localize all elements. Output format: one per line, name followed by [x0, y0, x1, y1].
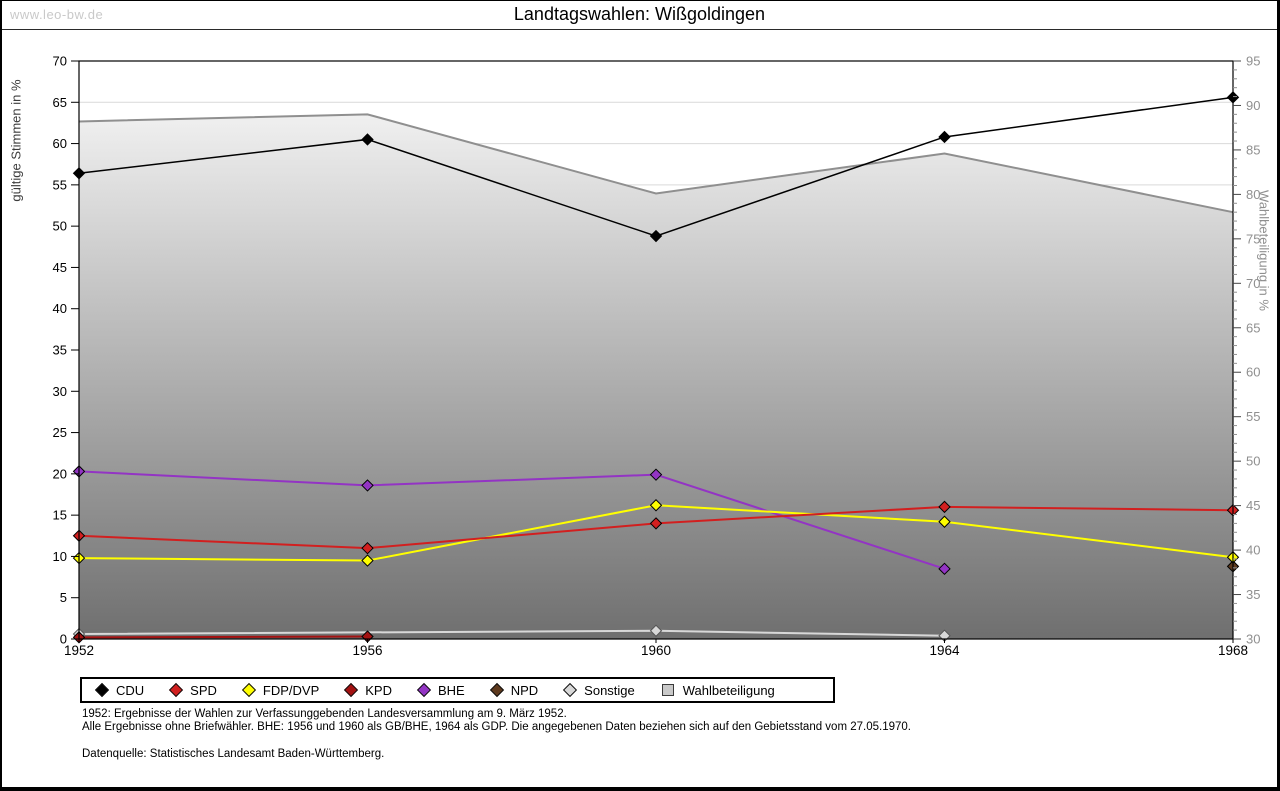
- legend-item-kpd: KPD: [344, 682, 392, 698]
- right-tick-label: 30: [1246, 632, 1260, 647]
- marker-SPD: [361, 541, 374, 555]
- marker-FDP/DVP: [361, 554, 374, 567]
- left-tick-label: 45: [53, 260, 67, 275]
- left-tick-label: 5: [60, 590, 67, 605]
- x-tick-label: 1960: [641, 643, 671, 658]
- series-outline-Wahlbeteiligung: [78, 113, 1234, 214]
- marker-FDP/DVP: [649, 499, 663, 512]
- legend-label: NPD: [510, 682, 539, 698]
- left-tick-label: 10: [53, 549, 67, 564]
- legend: CDU SPD FDP/DVP KPD BHE NPD Sonstige Wahlbeteil…: [80, 677, 835, 703]
- left-axis-title: gültige Stimmen in %: [8, 79, 24, 202]
- left-tick-label: 60: [53, 136, 67, 151]
- left-tick-label: 30: [53, 384, 67, 399]
- right-tick-label: 45: [1246, 498, 1260, 513]
- right-tick-label: 40: [1246, 543, 1260, 558]
- diamond-marker-icon: [169, 682, 184, 698]
- right-tick-label: 60: [1246, 365, 1260, 380]
- left-tick-label: 70: [53, 54, 67, 69]
- left-tick-label: 40: [53, 301, 67, 316]
- left-tick-label: 0: [60, 632, 67, 647]
- footnote-source: Datenquelle: Statistisches Landesamt Bad…: [82, 748, 385, 760]
- footnote-2: Alle Ergebnisse ohne Briefwähler. BHE: 1…: [82, 721, 911, 733]
- left-tick-label: 25: [53, 425, 67, 440]
- marker-FDP/DVP: [938, 515, 951, 528]
- right-tick-label: 70: [1246, 276, 1260, 291]
- legend-item-npd: NPD: [489, 682, 539, 698]
- right-tick-label: 95: [1246, 54, 1260, 69]
- x-tick-label: 1956: [352, 643, 382, 658]
- legend-label: Wahlbeteiligung: [682, 682, 775, 698]
- footnote-1: 1952: Ergebnisse der Wahlen zur Verfassu…: [82, 708, 567, 720]
- diamond-marker-icon: [489, 682, 504, 698]
- diamond-marker-icon: [94, 682, 110, 698]
- left-tick-label: 50: [53, 219, 67, 234]
- watermark: www.leo-bw.de: [10, 7, 104, 22]
- marker-BHE: [938, 562, 951, 576]
- left-tick-label: 15: [53, 508, 67, 523]
- diamond-marker-icon: [344, 682, 359, 698]
- marker-Sonstige: [649, 624, 663, 637]
- legend-label: SPD: [190, 682, 217, 698]
- header-divider: [2, 29, 1277, 30]
- marker-BHE: [361, 479, 374, 492]
- marker-CDU: [938, 130, 951, 144]
- left-tick-label: 65: [53, 95, 67, 110]
- chart-canvas: 0 5 10 15 20 25 30 35 40 45 50 55 60 65 70 30 35 40 45 50 55…: [53, 54, 1261, 659]
- legend-label: KPD: [365, 682, 392, 698]
- square-marker-icon: [661, 684, 674, 696]
- left-tick-label: 20: [53, 466, 67, 481]
- marker-CDU: [361, 133, 374, 146]
- series-line-BHE: [78, 470, 945, 570]
- marker-SPD: [938, 500, 951, 514]
- right-tick-label: 50: [1246, 454, 1260, 469]
- diamond-marker-icon: [416, 682, 432, 698]
- x-tick-label: 1968: [1218, 643, 1248, 658]
- right-axis-title: Wahlbeteiligung in %: [1256, 190, 1272, 311]
- legend-item-sonstige: Sonstige: [563, 682, 635, 698]
- marker-SPD: [649, 517, 663, 530]
- right-tick-label: 65: [1246, 320, 1260, 335]
- series-line-KPD: [78, 635, 368, 639]
- left-tick-label: 35: [53, 343, 67, 358]
- legend-item-spd: SPD: [169, 682, 217, 698]
- right-tick-label: 80: [1246, 187, 1260, 202]
- legend-label: CDU: [116, 682, 145, 698]
- right-tick-label: 85: [1246, 142, 1260, 157]
- right-tick-label: 55: [1246, 409, 1260, 424]
- marker-CDU: [649, 229, 663, 243]
- right-tick-label: 35: [1246, 587, 1260, 602]
- diamond-marker-icon: [563, 682, 578, 698]
- left-tick-label: 55: [53, 177, 67, 192]
- legend-item-fdp-dvp: FDP/DVP: [241, 682, 320, 698]
- x-tick-label: 1964: [929, 643, 960, 658]
- legend-item-cdu: CDU: [94, 682, 145, 698]
- marker-BHE: [649, 468, 663, 481]
- legend-label: FDP/DVP: [262, 682, 320, 698]
- page-title: Landtagswahlen: Wißgoldingen: [513, 4, 766, 24]
- diamond-marker-icon: [241, 682, 256, 698]
- legend-label: BHE: [437, 682, 465, 698]
- right-tick-label: 90: [1246, 98, 1260, 113]
- legend-item-bhe: BHE: [416, 682, 465, 698]
- legend-label: Sonstige: [584, 682, 635, 698]
- x-tick-label: 1952: [64, 643, 94, 658]
- legend-item-wahlbeteiligung: Wahlbeteiligung: [661, 682, 775, 698]
- right-tick-label: 75: [1246, 231, 1260, 246]
